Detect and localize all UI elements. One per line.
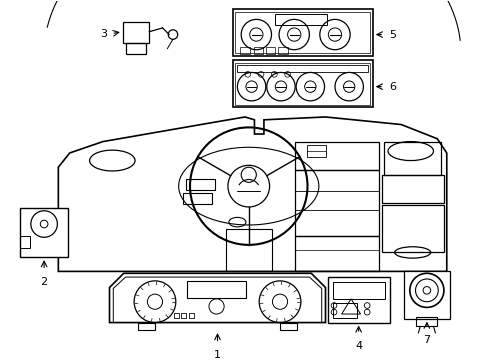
Bar [278,47,287,54]
Bar [265,47,275,54]
Bar [235,12,369,54]
Text: 3: 3 [101,28,107,39]
Bar [186,179,214,190]
Text: 6: 6 [388,82,395,92]
Bar [235,63,369,105]
Bar [174,313,178,318]
Bar [181,313,186,318]
Bar [183,193,211,204]
Text: 1: 1 [214,350,221,360]
Bar [20,237,30,248]
Bar [382,205,443,252]
Bar [295,141,378,170]
Bar [138,323,155,330]
Text: 2: 2 [41,277,48,287]
Bar [232,9,372,56]
Text: 4: 4 [354,341,362,351]
Bar [174,313,178,318]
Bar [232,60,372,108]
Polygon shape [109,273,325,323]
Bar [280,323,297,330]
Bar [125,43,146,54]
Bar [181,313,186,318]
Bar [332,282,385,299]
Bar [225,229,271,271]
Bar [384,141,440,175]
Bar [187,281,245,298]
Bar [332,303,356,318]
Bar [295,170,378,237]
Bar [240,47,249,54]
Bar [416,317,436,327]
Bar [403,271,448,319]
Bar [275,14,327,25]
Bar [122,22,149,43]
Bar [189,313,193,318]
Bar [20,208,68,257]
Polygon shape [58,117,446,271]
Bar [295,237,378,271]
Bar [382,175,443,203]
Text: 7: 7 [423,335,429,345]
Bar [189,313,193,318]
Bar [253,47,263,54]
Bar [237,65,367,72]
Text: 5: 5 [388,30,395,40]
Bar [306,145,325,157]
Bar [327,277,389,323]
